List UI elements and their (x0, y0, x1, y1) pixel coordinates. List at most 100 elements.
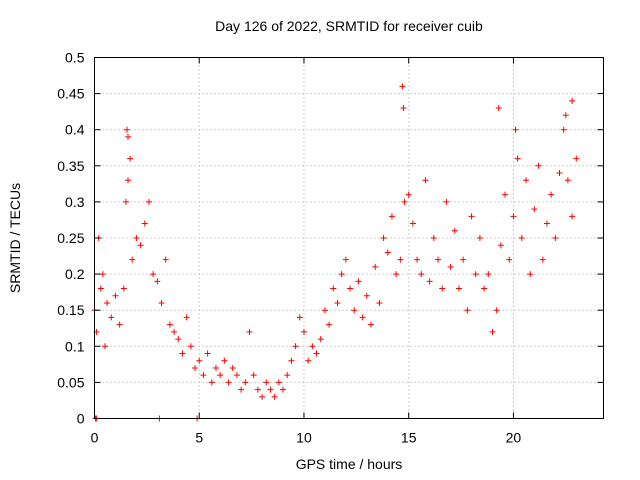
data-point (212, 364, 219, 371)
data-point (288, 357, 295, 364)
data-point (192, 364, 199, 371)
data-point (455, 285, 462, 292)
data-point (129, 256, 136, 263)
data-point (400, 105, 407, 112)
data-point (300, 328, 307, 335)
y-tick-label: 0.3 (65, 194, 85, 210)
data-point (250, 372, 257, 379)
data-point (569, 213, 576, 220)
data-point (401, 198, 408, 205)
data-point (200, 372, 207, 379)
data-point (171, 328, 178, 335)
data-point (326, 321, 333, 328)
data-point (259, 393, 266, 400)
data-point (101, 343, 108, 350)
data-point (334, 299, 341, 306)
y-tick-label: 0.45 (57, 86, 84, 102)
y-tick-label: 0.4 (65, 122, 85, 138)
data-point (564, 177, 571, 184)
data-point (229, 364, 236, 371)
tick-layer: 0 0.05 0.1 0.15 0.2 0.25 0.3 0.35 0.4 0.45 0.5 0 5 10… (57, 50, 604, 446)
data-point (263, 379, 270, 386)
data-point (141, 220, 148, 227)
y-tick-label: 0.05 (57, 374, 84, 390)
data-point (372, 263, 379, 270)
data-point (527, 271, 534, 278)
data-point (388, 213, 395, 220)
data-point (397, 256, 404, 263)
data-point (497, 242, 504, 249)
data-point (502, 191, 509, 198)
data-point (162, 256, 169, 263)
data-point (133, 235, 140, 241)
data-point (99, 271, 106, 278)
data-point (539, 256, 546, 263)
data-point (137, 242, 144, 249)
data-point (518, 235, 525, 241)
data-point (321, 307, 328, 314)
x-tick-label: 0 (91, 430, 99, 446)
data-point (464, 307, 471, 314)
data-point (514, 155, 521, 162)
data-point (472, 271, 479, 278)
data-point (175, 336, 182, 343)
data-point (338, 271, 345, 278)
data-point (355, 278, 362, 285)
data-point (476, 235, 483, 241)
data-point (233, 372, 240, 379)
data-point (367, 321, 374, 328)
y-tick-label: 0 (77, 411, 85, 427)
data-point (150, 271, 157, 278)
data-point (430, 235, 437, 241)
data-point (275, 379, 282, 386)
y-tick-label: 0.15 (57, 302, 84, 318)
data-point (548, 191, 555, 198)
data-point (347, 285, 354, 292)
data-point (405, 191, 412, 198)
data-point (399, 83, 406, 90)
data-point (317, 336, 324, 343)
data-point (439, 285, 446, 292)
data-point (271, 393, 278, 400)
chart-title: Day 126 of 2022, SRMTID for receiver cui… (215, 18, 483, 34)
data-point (493, 307, 500, 314)
data-point (418, 271, 425, 278)
data-point (426, 278, 433, 285)
data-point (221, 357, 228, 364)
data-point (292, 343, 299, 350)
data-point (351, 307, 358, 314)
data-point (284, 372, 291, 379)
data-point (495, 105, 502, 112)
data-point (123, 126, 130, 133)
data-point (451, 227, 458, 234)
data-point (217, 372, 224, 379)
data-point (122, 198, 129, 205)
data-point (481, 285, 488, 292)
data-point (414, 256, 421, 263)
data-point (552, 235, 559, 241)
data-point (443, 198, 450, 205)
data-point (166, 321, 173, 328)
data-point (127, 155, 134, 162)
data-point (246, 328, 253, 335)
data-point (543, 220, 550, 227)
y-axis-label: SRMTID / TECUs (7, 183, 23, 293)
data-point (359, 314, 366, 321)
x-axis-label: GPS time / hours (296, 456, 403, 472)
y-tick-label: 0.2 (65, 266, 85, 282)
data-point (512, 126, 519, 133)
data-point (531, 206, 538, 213)
data-point (573, 155, 580, 162)
data-point (120, 285, 127, 292)
data-point (409, 220, 416, 227)
x-tick-label: 20 (506, 430, 522, 446)
data-point (510, 213, 517, 220)
data-point (254, 386, 261, 393)
data-point (280, 386, 287, 393)
data-points (91, 83, 580, 422)
data-point (238, 386, 245, 393)
data-point (145, 198, 152, 205)
data-point (562, 112, 569, 119)
data-point (116, 321, 123, 328)
